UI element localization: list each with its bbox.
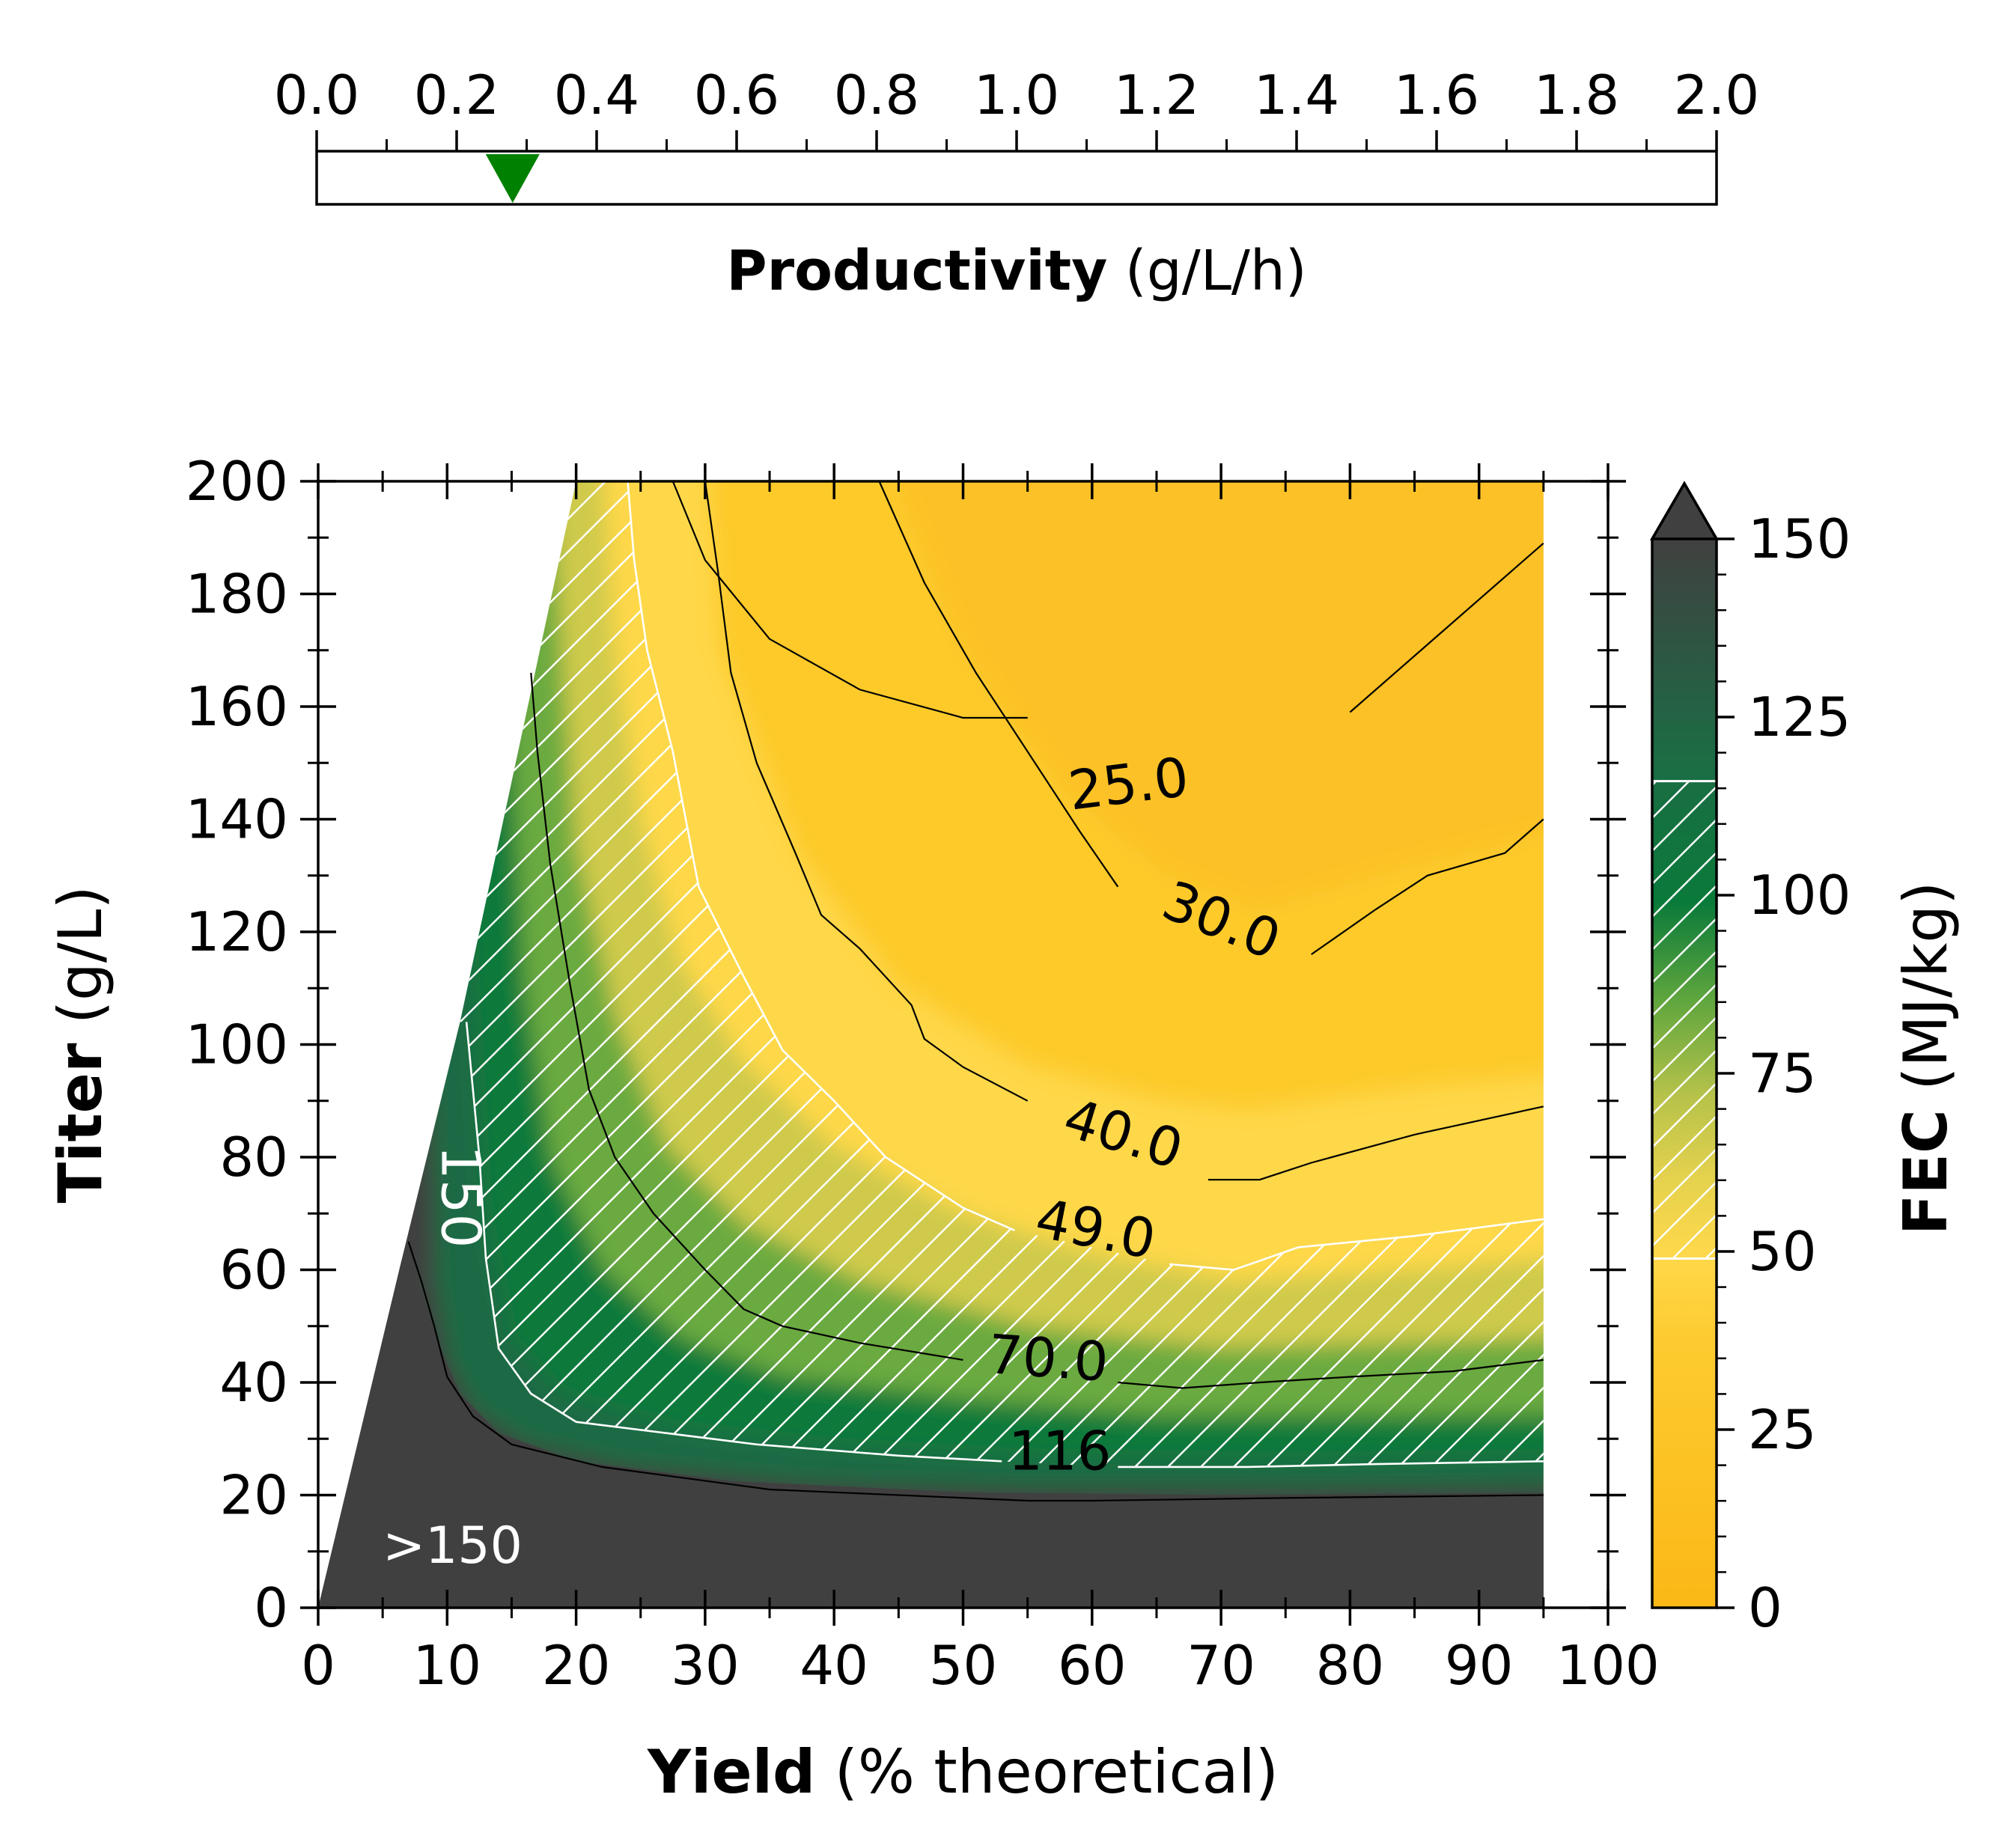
y-tick-label: 0: [254, 1576, 288, 1639]
x-axis-label-bold: Yield: [647, 1737, 815, 1807]
x-tick-label: 50: [929, 1634, 998, 1697]
productivity-marker: [485, 154, 540, 203]
productivity-tick-label: 1.6: [1394, 64, 1480, 126]
x-tick-label: 40: [800, 1634, 868, 1697]
productivity-label-bold: Productivity: [726, 239, 1107, 303]
contour-lines: [407, 481, 1544, 1502]
x-tick-label: 70: [1187, 1634, 1255, 1697]
x-axis-label: Yield (% theoretical): [647, 1737, 1279, 1807]
productivity-tick-label: 0.2: [414, 64, 500, 126]
y-axis-label: Titer (g/L): [46, 885, 115, 1203]
colorbar-tick-label: 75: [1748, 1042, 1817, 1105]
y-tick-label: 140: [186, 788, 288, 851]
colorbar-tick-label: 25: [1748, 1398, 1817, 1461]
x-axis-label-unit: (% theoretical): [815, 1737, 1279, 1807]
productivity-tick-label: 0.6: [694, 64, 780, 126]
colorbar-ticks: 0 25 50 75 100 125 150: [1717, 507, 1851, 1639]
axis-ticks: 0 10 20 30 40 50 60 70 80 90 100 0 20 40 60 80 100 120 140…: [186, 450, 1660, 1697]
productivity-label: Productivity (g/L/h): [726, 239, 1306, 303]
colorbar-tick-label: 150: [1748, 507, 1851, 570]
productivity-tick-label: 1.4: [1254, 64, 1340, 126]
colorbar: 0 25 50 75 100 125 150 FEC (MJ/kg): [1649, 481, 1961, 1639]
contour-line: [1311, 818, 1544, 956]
colorbar-label: FEC (MJ/kg): [1891, 882, 1961, 1236]
productivity-tick-label: 2.0: [1674, 64, 1760, 126]
productivity-label-unit: (g/L/h): [1107, 239, 1306, 303]
contour-line: [407, 1241, 1544, 1502]
productivity-tick-label: 1.2: [1114, 64, 1200, 126]
contour-line: [1118, 1460, 1544, 1469]
colorbar-tick-label: 125: [1748, 686, 1851, 748]
x-tick-label: 60: [1058, 1634, 1127, 1697]
contour-line: [627, 481, 1015, 1231]
productivity-tick-label: 0.0: [274, 64, 360, 126]
x-tick-label: 20: [542, 1634, 611, 1697]
contour-line: [465, 1022, 1002, 1463]
band-over-core: [318, 481, 1544, 1608]
productivity-tick-label: 0.4: [554, 64, 640, 126]
productivity-tick-label: 1.0: [974, 64, 1060, 126]
hatch-fill: [460, 481, 1544, 1467]
y-tick-label: 160: [186, 675, 288, 738]
y-tick-label: 100: [186, 1013, 288, 1076]
productivity-ticks: 0.0 0.2 0.4 0.6 0.8 1.0 1.2 1.4 1.6 1.8 2.0: [274, 64, 1760, 151]
contour-line: [1207, 1106, 1544, 1181]
colorbar-label-bold: FEC: [1891, 1109, 1961, 1235]
productivity-bar-frame: [315, 150, 1718, 206]
x-tick-label: 10: [412, 1634, 481, 1697]
productivity-tick-label: 0.8: [834, 64, 920, 126]
productivity-bar: 0.0 0.2 0.4 0.6 0.8 1.0 1.2 1.4 1.6 1.8 2.0 Produc…: [274, 64, 1760, 303]
y-tick-label: 120: [186, 900, 288, 963]
y-axis-label-bold: Titer: [46, 1043, 115, 1203]
hatch-region: [460, 481, 1544, 1467]
contour-line: [671, 481, 1028, 719]
x-tick-label: 100: [1556, 1634, 1659, 1697]
contour-line: [878, 481, 1119, 888]
contour-line: [1118, 1358, 1544, 1389]
y-tick-label: 200: [186, 450, 288, 513]
y-tick-label: 180: [186, 563, 288, 626]
contour-line: [1349, 542, 1544, 713]
productivity-tick-label: 1.8: [1534, 64, 1620, 126]
x-tick-label: 90: [1445, 1634, 1514, 1697]
y-tick-label: 60: [219, 1239, 288, 1302]
x-tick-label: 80: [1316, 1634, 1385, 1697]
colorbar-tick-label: 50: [1748, 1220, 1817, 1283]
x-tick-label: 30: [671, 1634, 740, 1697]
colorbar-hatch: [1652, 781, 1717, 1259]
contour-label: 25.0: [1065, 745, 1192, 823]
y-tick-label: 20: [219, 1464, 288, 1527]
contour-line: [530, 672, 963, 1361]
x-tick-label: 0: [301, 1634, 335, 1697]
contour-line: [704, 481, 1029, 1102]
colorbar-tick-label: 0: [1748, 1576, 1782, 1639]
y-tick-label: 40: [219, 1351, 288, 1414]
contour-label: 70.0: [986, 1323, 1110, 1394]
over-150-label: >150: [383, 1516, 523, 1576]
contour-line: [1169, 1218, 1544, 1271]
colorbar-extend-arrow: [1649, 481, 1720, 540]
colorbar-tick-label: 100: [1748, 864, 1851, 927]
y-tick-label: 80: [219, 1126, 288, 1189]
contour-label: 116: [1008, 1420, 1111, 1483]
band-deeper-yellow: [886, 481, 1544, 909]
y-axis-label-unit: (g/L): [46, 885, 115, 1043]
contour-label: 150: [429, 1145, 492, 1248]
colorbar-label-unit: (MJ/kg): [1891, 882, 1961, 1110]
